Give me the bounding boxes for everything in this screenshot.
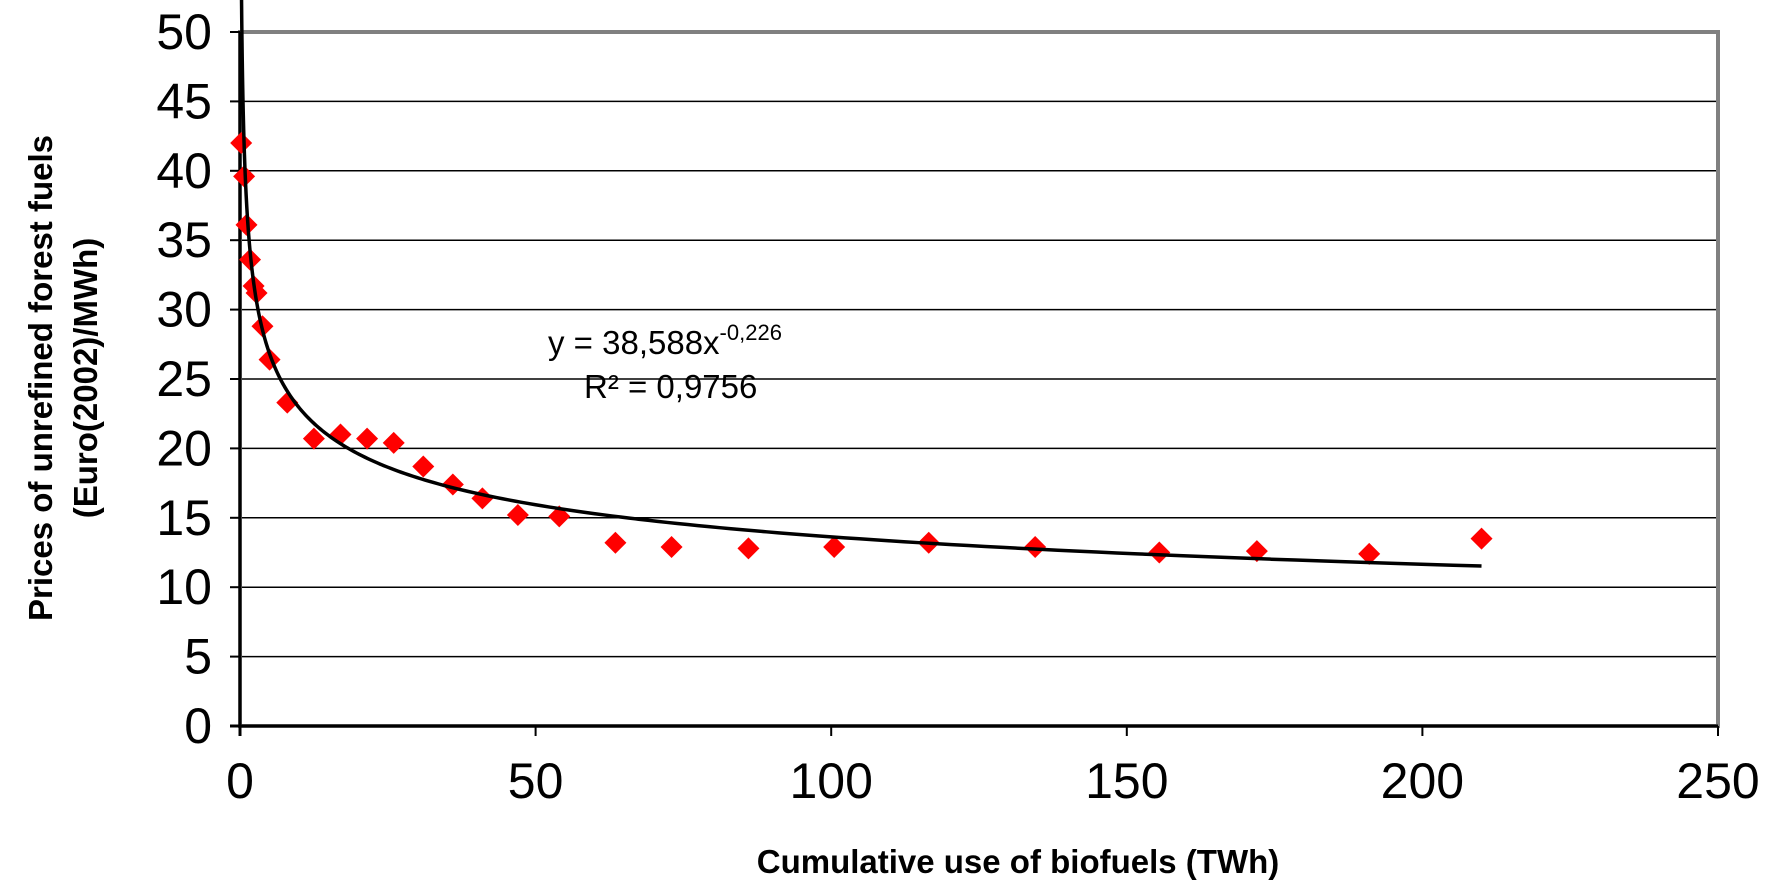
r-squared-label: R² = 0,9756 bbox=[584, 368, 757, 405]
x-tick-label: 100 bbox=[789, 753, 872, 809]
data-point bbox=[506, 504, 529, 527]
data-point bbox=[230, 132, 253, 155]
x-axis-title: Cumulative use of biofuels (TWh) bbox=[757, 843, 1280, 880]
y-axis-title-line2: (Euro(2002)/MWh) bbox=[67, 238, 104, 519]
y-tick-label: 35 bbox=[156, 212, 212, 268]
y-tick-label: 20 bbox=[156, 420, 212, 476]
data-markers bbox=[230, 132, 1493, 565]
trendline bbox=[239, 0, 1482, 568]
y-tick-label: 40 bbox=[156, 143, 212, 199]
y-tick-label: 25 bbox=[156, 351, 212, 407]
data-point bbox=[737, 537, 760, 560]
x-tick-label: 250 bbox=[1676, 753, 1759, 809]
y-axis-title-line1: Prices of unrefined forest fuels bbox=[22, 135, 59, 621]
data-point bbox=[382, 431, 405, 454]
trendline-equation: y = 38,588x-0,226 bbox=[548, 320, 782, 361]
data-point bbox=[1024, 535, 1047, 558]
y-axis-title: Prices of unrefined forest fuels (Euro(2… bbox=[22, 135, 104, 621]
x-tick-label: 50 bbox=[508, 753, 564, 809]
data-point bbox=[660, 535, 683, 558]
y-tick-label: 45 bbox=[156, 73, 212, 129]
y-tick-label: 0 bbox=[184, 698, 212, 754]
data-point bbox=[302, 427, 325, 450]
data-point bbox=[604, 531, 627, 554]
y-axis-ticks: 0 5 10 15 20 25 30 35 40 45 50 bbox=[156, 4, 240, 754]
x-axis-ticks: 0 50 100 150 200 250 bbox=[226, 726, 1760, 809]
y-tick-label: 30 bbox=[156, 282, 212, 338]
y-tick-label: 15 bbox=[156, 490, 212, 546]
gridlines bbox=[240, 100, 1718, 658]
data-point bbox=[1470, 527, 1493, 550]
data-point bbox=[1148, 541, 1171, 564]
x-tick-label: 0 bbox=[226, 753, 254, 809]
x-tick-label: 150 bbox=[1085, 753, 1168, 809]
data-point bbox=[1245, 540, 1268, 563]
data-point bbox=[356, 427, 379, 450]
data-point bbox=[412, 455, 435, 478]
data-point bbox=[823, 535, 846, 558]
y-tick-label: 10 bbox=[156, 559, 212, 615]
data-point bbox=[1358, 542, 1381, 565]
data-point bbox=[471, 487, 494, 510]
x-tick-label: 200 bbox=[1381, 753, 1464, 809]
y-tick-label: 5 bbox=[184, 629, 212, 685]
y-tick-label: 50 bbox=[156, 4, 212, 60]
